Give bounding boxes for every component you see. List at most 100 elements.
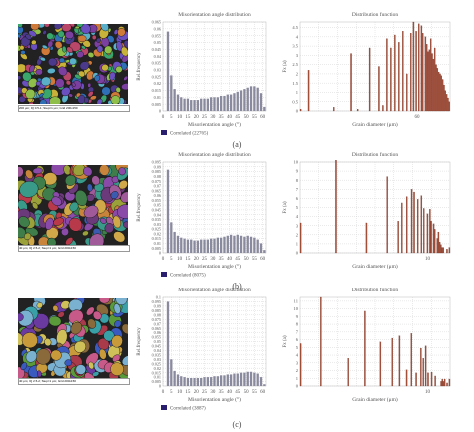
- misorientation-bar: [233, 235, 236, 253]
- grain: [68, 217, 83, 232]
- grain: [30, 24, 40, 31]
- distribution-bar: [299, 343, 302, 387]
- grain: [92, 371, 100, 377]
- x-tick-label: 10: [177, 390, 183, 395]
- y-tick-label: 0.01: [154, 241, 161, 246]
- y-tick-label: 0.05: [154, 203, 161, 208]
- y-tick-label: 5: [296, 205, 299, 210]
- misorientation-bar: [256, 87, 259, 111]
- distribution-bar: [441, 247, 443, 254]
- y-tick-label: 0.085: [152, 169, 161, 174]
- misorientation-bar: [213, 238, 216, 253]
- distribution-bar: [448, 101, 450, 112]
- y-tick-label: 10: [294, 306, 299, 311]
- distribution-bar: [444, 90, 446, 112]
- caption-a: (a): [232, 140, 242, 149]
- distribution-bar: [420, 195, 423, 254]
- misorientation-bar: [223, 375, 226, 386]
- y-tick-label: 1: [296, 90, 298, 95]
- x-tick-label: 20: [194, 390, 200, 395]
- grain: [74, 189, 88, 207]
- misorientation-bar: [193, 377, 196, 386]
- misorientation-bar: [243, 89, 246, 111]
- distribution-bar: [402, 31, 404, 112]
- distribution-bar: [426, 213, 429, 254]
- grain: [77, 35, 87, 43]
- misorientation-bar: [166, 301, 170, 386]
- y-tick-label: 11: [294, 298, 298, 303]
- grain: [61, 87, 71, 97]
- grain: [25, 169, 34, 179]
- grain: [111, 175, 119, 184]
- x-tick-label: 60: [415, 115, 421, 120]
- y-tick-label: 2: [296, 232, 298, 237]
- grain: [83, 166, 93, 177]
- x-tick-label: 25: [202, 257, 208, 262]
- grain: [114, 320, 122, 328]
- misorientation-bar: [173, 231, 176, 253]
- grain: [77, 94, 86, 104]
- misorientation-bar: [216, 376, 219, 386]
- x-tick-label: 30: [210, 257, 216, 262]
- x-tick-label: 20: [194, 115, 200, 120]
- chart-title: Distribution function: [352, 288, 399, 293]
- misorientation-bar: [236, 91, 239, 111]
- distribution-bar: [432, 58, 435, 112]
- distribution-bar: [299, 222, 302, 254]
- y-tick-label: 0.085: [152, 308, 161, 313]
- grain: [25, 89, 36, 100]
- y-tick-label: 0.02: [154, 81, 161, 86]
- y-tick-label: 1.5: [292, 81, 298, 86]
- distribution-bar: [436, 68, 439, 112]
- distribution-bar: [446, 382, 448, 387]
- x-tick-label: 0: [162, 115, 165, 120]
- x-tick-label: 30: [210, 115, 216, 120]
- misorientation-bar: [173, 370, 176, 386]
- y-tick-label: 0.01: [154, 95, 161, 100]
- grain: [44, 217, 54, 230]
- grain: [25, 350, 38, 363]
- y-tick-label: 0.035: [152, 352, 161, 357]
- distribution-bar: [382, 105, 384, 112]
- distribution-bar: [406, 73, 408, 112]
- grain: [110, 191, 119, 200]
- x-tick-label: 60: [260, 257, 266, 262]
- grain: [48, 57, 58, 67]
- grain: [18, 75, 22, 81]
- distribution-bar: [441, 378, 443, 387]
- distribution-bar: [443, 378, 446, 387]
- misorientation-bar: [196, 100, 200, 111]
- distribution-bar: [420, 347, 422, 387]
- grain: [98, 298, 111, 304]
- y-tick-label: 4: [296, 353, 299, 358]
- caption-b: (b): [232, 282, 242, 291]
- distribution-bar: [426, 44, 428, 112]
- grain: [39, 92, 44, 98]
- misorientation-bar: [210, 377, 213, 386]
- y-tick-label: 0.045: [152, 207, 161, 212]
- y-tick-label: 7: [296, 329, 299, 334]
- distribution-bar: [424, 345, 427, 387]
- grain: [47, 237, 57, 245]
- misorientation-bar: [183, 377, 186, 386]
- misorientation-bar: [223, 95, 226, 111]
- distribution-bar: [429, 38, 432, 112]
- legend-swatch: [161, 130, 167, 135]
- distribution-bar: [447, 97, 449, 112]
- misorientation-bar: [256, 373, 259, 386]
- y-tick-label: 0.1: [156, 295, 161, 300]
- distribution-bar: [307, 70, 310, 112]
- grain: [18, 332, 24, 346]
- misorientation-bar: [203, 239, 206, 253]
- distribution-bar: [415, 31, 417, 112]
- grain: [112, 215, 122, 229]
- distribution-bar: [428, 49, 431, 112]
- misorientation-bar: [249, 236, 253, 253]
- y-tick-label: 8: [296, 322, 299, 327]
- misorientation-bar: [190, 377, 193, 386]
- grain: [75, 364, 87, 375]
- x-axis-label: Grain diameter (μm): [352, 396, 398, 403]
- grain: [58, 57, 65, 63]
